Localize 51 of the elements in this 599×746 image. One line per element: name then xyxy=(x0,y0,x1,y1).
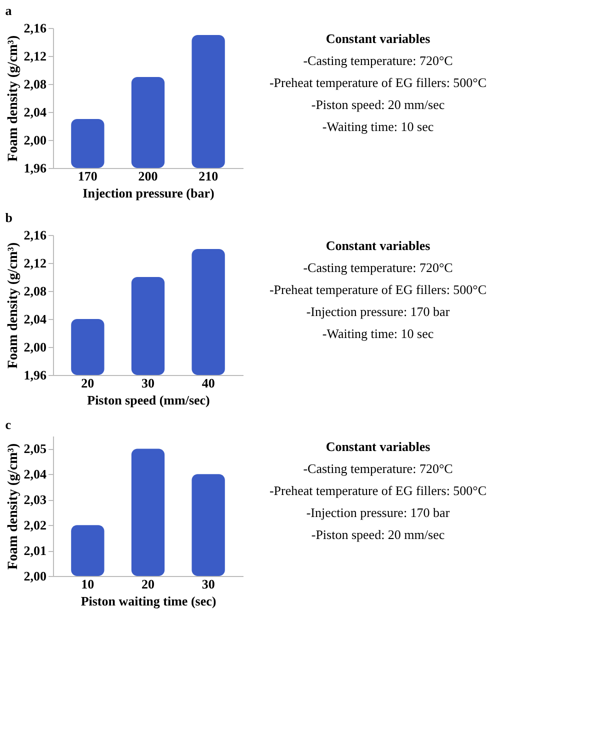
x-tick-label: 200 xyxy=(138,168,158,184)
x-tick-label: 20 xyxy=(142,576,154,592)
y-tick-label: 2,00 xyxy=(24,568,46,584)
y-tick-label: 2,16 xyxy=(24,20,47,36)
y-tick-label: 2,12 xyxy=(24,48,46,64)
y-tick-label: 1,96 xyxy=(24,160,47,176)
text: Constant variables xyxy=(326,31,430,46)
y-tick-label: 2,04 xyxy=(24,312,47,326)
text: -Injection pressure: 170 bar xyxy=(306,505,450,520)
y-tick-label: 2,01 xyxy=(24,543,46,558)
y-tick-label: 2,08 xyxy=(24,284,47,298)
x-axis-title: Piston waiting time (sec) xyxy=(80,594,216,608)
text: -Waiting time: 10 sec xyxy=(322,326,434,341)
y-tick-label: 2,04 xyxy=(24,104,47,120)
text: -Preheat temperature of EG fillers: 500°C xyxy=(269,282,487,297)
y-axis-title: Foam density (g/cm³) xyxy=(6,35,21,162)
y-tick-label: 2,16 xyxy=(24,228,47,242)
text: -Waiting time: 10 sec xyxy=(322,119,434,134)
y-tick-label: 2,08 xyxy=(24,76,47,92)
y-tick-label: 2,04 xyxy=(24,466,47,482)
y-tick-label: 2,03 xyxy=(24,492,47,508)
text: -Casting temperature: 720°C xyxy=(303,53,453,68)
y-tick-label: 2,00 xyxy=(24,132,46,148)
x-tick-label: 30 xyxy=(142,376,154,390)
text: -Casting temperature: 720°C xyxy=(303,260,453,275)
y-tick-label: 2,00 xyxy=(24,340,46,354)
text: -Piston speed: 20 mm/sec xyxy=(311,527,445,542)
text: -Injection pressure: 170 bar xyxy=(306,304,450,319)
x-axis-title: Injection pressure (bar) xyxy=(82,186,214,200)
x-tick-label: 40 xyxy=(202,376,215,390)
x-axis-title: Piston speed (mm/sec) xyxy=(87,392,210,408)
x-tick-label: 10 xyxy=(81,576,94,592)
y-tick-label: 1,96 xyxy=(24,368,47,382)
y-tick-label: 2,05 xyxy=(24,441,47,456)
x-tick-label: 210 xyxy=(198,168,218,184)
y-axis-title: Foam density (g/cm³) xyxy=(6,443,21,570)
y-tick-label: 2,12 xyxy=(24,256,46,270)
y-tick-label: 2,02 xyxy=(24,518,46,533)
text: -Preheat temperature of EG fillers: 500°C xyxy=(269,483,487,498)
x-tick-label: 30 xyxy=(202,576,215,592)
text: -Casting temperature: 720°C xyxy=(303,461,453,476)
x-tick-label: 20 xyxy=(81,376,94,390)
chart-title: a xyxy=(5,3,12,18)
text: Constant variables xyxy=(326,238,430,253)
text: -Piston speed: 20 mm/sec xyxy=(311,97,445,112)
chart-title: b xyxy=(5,210,12,225)
x-tick-label: 170 xyxy=(78,168,98,184)
text: -Preheat temperature of EG fillers: 500°C xyxy=(269,75,487,90)
text: Constant variables xyxy=(326,439,430,454)
chart-title: c xyxy=(5,417,12,432)
y-axis-title: Foam density (g/cm³) xyxy=(6,242,21,369)
